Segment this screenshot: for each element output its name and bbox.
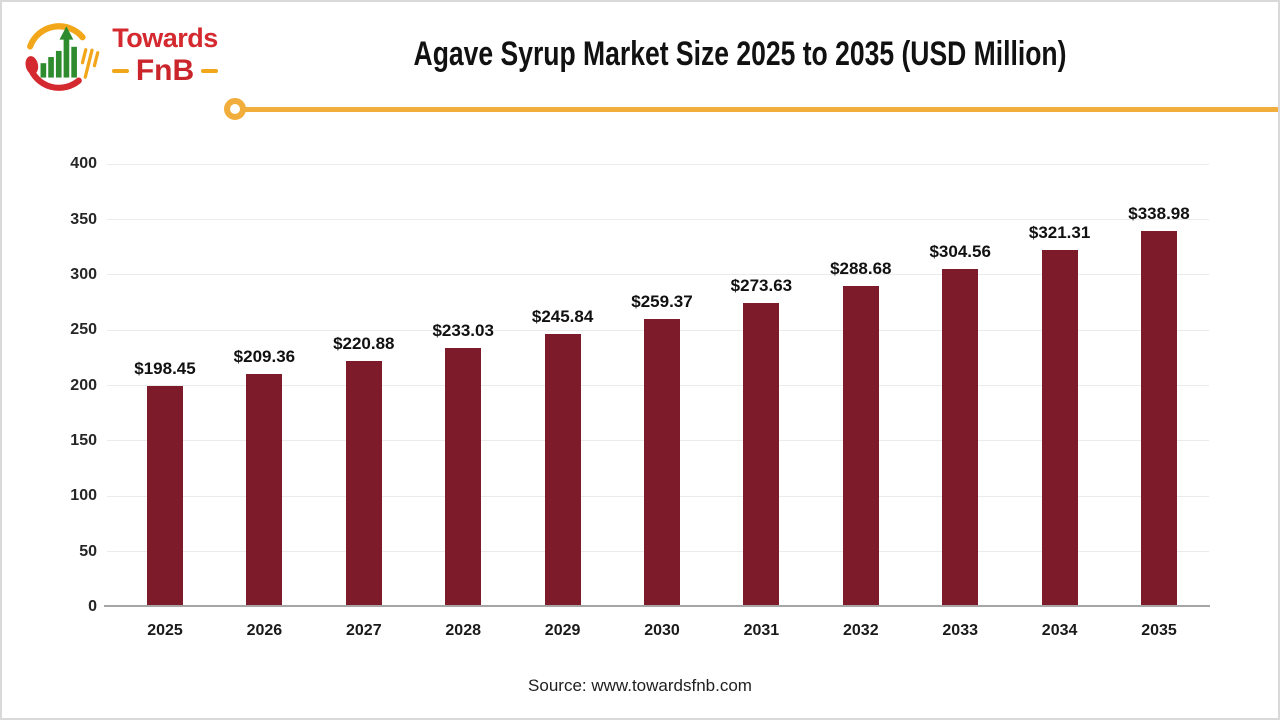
bar-chart-plot: 0 50 100 150 200 250 300 350 400 $198.45 2025 $209.…: [70, 142, 1210, 639]
bar: [842, 286, 879, 606]
x-axis-label: 2031: [743, 622, 780, 639]
x-axis-label: 2030: [644, 622, 680, 639]
bar: [1141, 230, 1177, 606]
y-axis-label: 100: [70, 487, 97, 505]
bar: [345, 361, 382, 606]
y-axis-label: 0: [88, 598, 97, 615]
bar-value-label: $304.56: [929, 241, 991, 261]
y-axis-label: 300: [70, 265, 97, 283]
bar-value-label: $245.84: [531, 306, 594, 326]
bar: [644, 318, 680, 606]
bar-value-label: $321.31: [1028, 223, 1091, 243]
x-axis-label: 2029: [544, 622, 581, 639]
brand-name-fnb: FnB: [135, 54, 195, 87]
bar-value-label: $198.45: [134, 359, 196, 379]
brand-dash-left: [111, 69, 129, 73]
y-axis-label: 250: [70, 321, 97, 339]
brand-name-towards: Towards: [112, 23, 218, 53]
bar: [445, 348, 482, 606]
bar: [743, 303, 780, 606]
gridline: [107, 163, 1209, 165]
bar: [942, 268, 979, 606]
x-axis-line: [104, 605, 1210, 607]
chart-title: Agave Syrup Market Size 2025 to 2035 (US…: [413, 35, 1067, 73]
towardsfnb-logo-icon: [25, 23, 100, 91]
bar-value-label: $273.63: [730, 276, 793, 296]
x-axis-label: 2035: [1141, 622, 1177, 639]
gridline: [107, 274, 1209, 276]
bar-value-label: $338.98: [1128, 203, 1190, 223]
x-axis-label: 2034: [1041, 622, 1078, 639]
y-axis-label: 400: [70, 155, 97, 173]
x-axis-label: 2033: [942, 622, 978, 639]
y-axis-label: 200: [70, 376, 97, 394]
bar-value-label: $220.88: [333, 334, 395, 354]
x-axis-label: 2027: [346, 622, 382, 639]
accent-divider-line: [243, 107, 1278, 112]
source-text: Source: www.towardsfnb.com: [528, 676, 752, 695]
bar-value-label: $288.68: [830, 259, 892, 279]
bar-value-label: $209.36: [233, 347, 296, 367]
towardsfnb-logo-text: Towards FnB: [106, 23, 224, 87]
gridline: [107, 219, 1209, 220]
bar-value-label: $233.03: [432, 321, 494, 341]
x-axis-label: 2025: [147, 622, 183, 639]
brand-dash-right: [201, 69, 219, 73]
x-axis-label: 2026: [246, 622, 283, 639]
x-axis-label: 2028: [445, 622, 481, 639]
bar-value-label: $259.37: [631, 291, 693, 311]
bar: [1041, 250, 1078, 606]
y-axis-label: 50: [79, 542, 97, 560]
x-axis-label: 2032: [843, 622, 879, 639]
bar: [544, 333, 581, 606]
bar: [246, 374, 283, 606]
y-axis-label: 350: [70, 210, 97, 228]
y-axis-label: 150: [70, 431, 97, 449]
bar: [147, 386, 183, 606]
towardsfnb-logo: Towards FnB: [18, 14, 224, 96]
